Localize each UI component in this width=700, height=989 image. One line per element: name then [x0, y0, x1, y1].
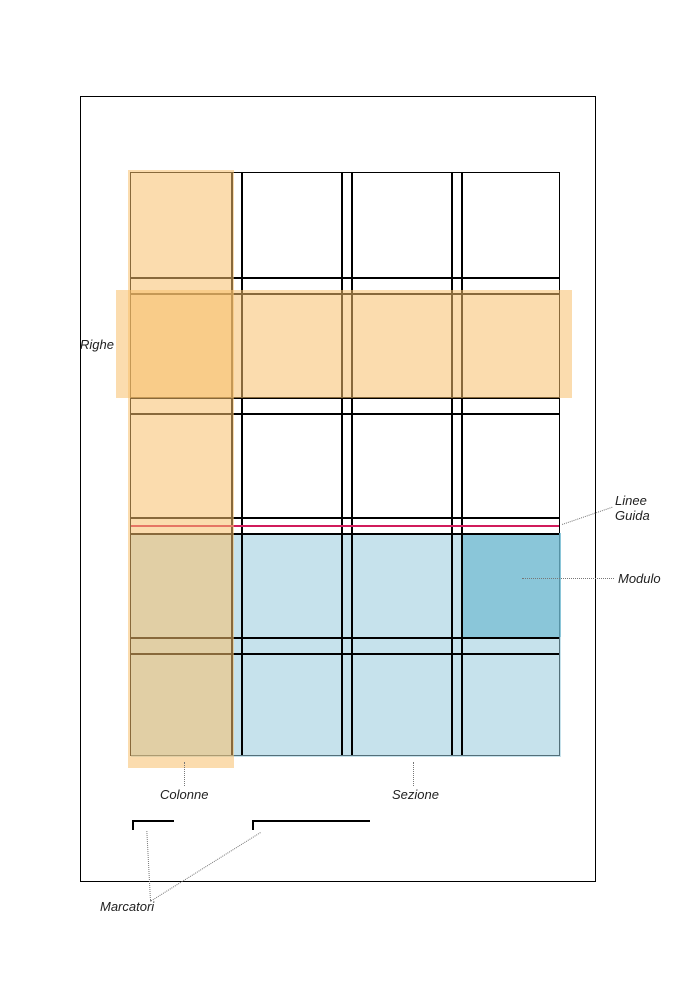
- column-overlay: [128, 170, 234, 768]
- module-overlay: [461, 533, 561, 637]
- label-marcatori: Marcatori: [100, 900, 154, 915]
- leader-modulo: [522, 578, 614, 579]
- grid-vline: [341, 173, 343, 755]
- leader-colonne: [184, 762, 185, 786]
- label-sezione: Sezione: [392, 788, 439, 803]
- label-modulo: Modulo: [618, 572, 661, 587]
- grid-vline: [241, 173, 243, 755]
- leader-sezione: [413, 762, 414, 786]
- label-colonne: Colonne: [160, 788, 208, 803]
- label-linee-guida: Linee Guida: [615, 494, 650, 524]
- grid-vline: [461, 173, 463, 755]
- row-overlay: [116, 290, 572, 398]
- grid-vline: [451, 173, 453, 755]
- label-righe: Righe: [80, 338, 114, 353]
- grid-vline: [351, 173, 353, 755]
